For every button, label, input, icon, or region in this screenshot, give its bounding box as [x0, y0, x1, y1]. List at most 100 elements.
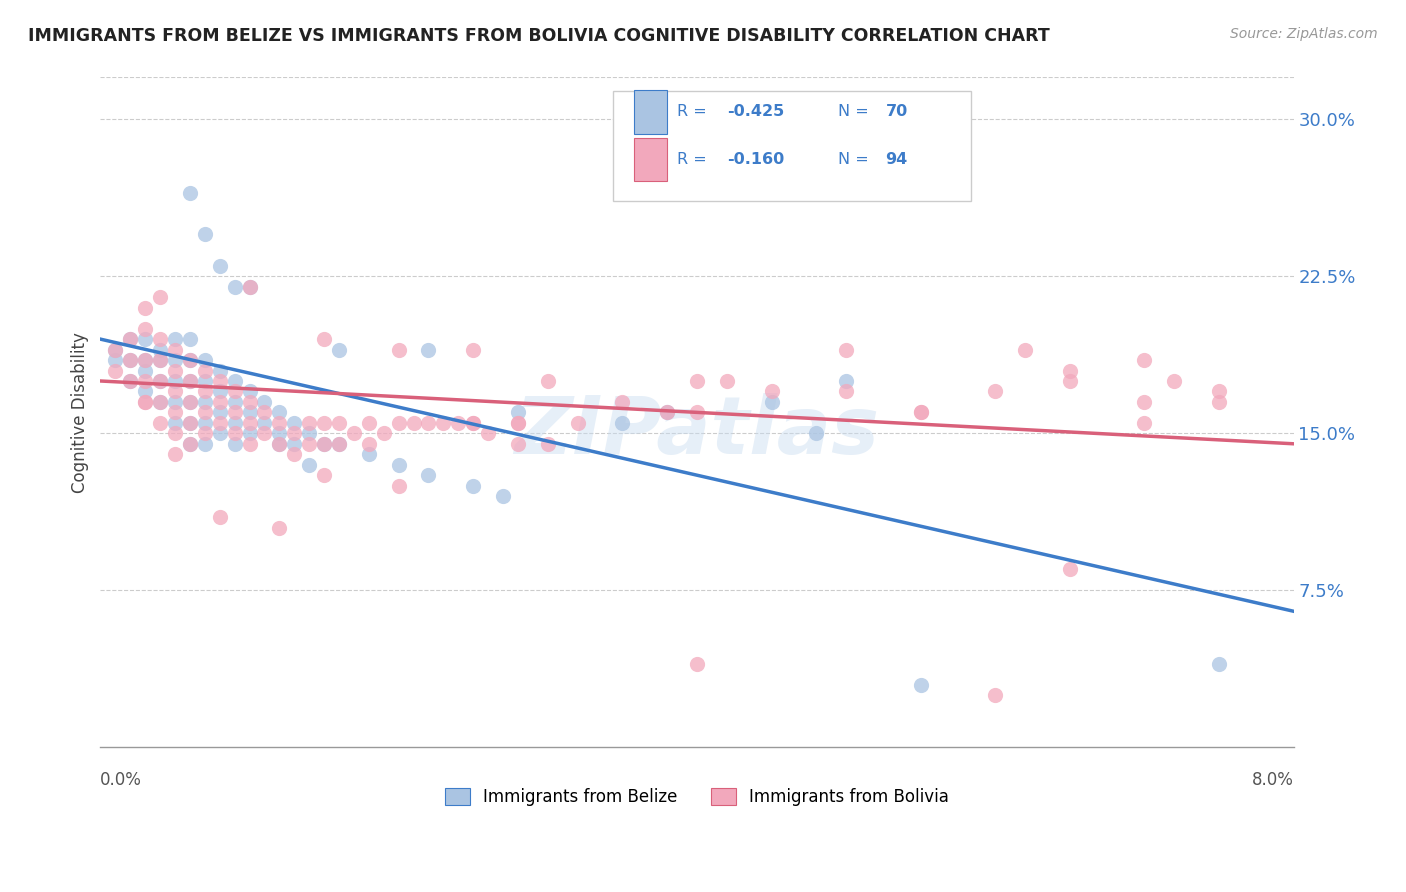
Point	[194, 395, 217, 409]
Point	[314, 468, 336, 483]
Point	[328, 343, 350, 357]
Point	[477, 426, 499, 441]
Point	[120, 332, 142, 346]
Point	[179, 186, 201, 200]
Point	[269, 520, 291, 534]
Point	[357, 416, 380, 430]
Point	[194, 437, 217, 451]
Point	[179, 437, 201, 451]
Point	[224, 426, 246, 441]
Point	[163, 374, 186, 388]
Point	[388, 458, 411, 472]
Point	[194, 363, 217, 377]
Point	[910, 405, 932, 419]
Point	[134, 321, 156, 335]
Point	[373, 426, 395, 441]
Point	[208, 363, 231, 377]
Text: N =: N =	[838, 104, 873, 120]
Point	[149, 353, 172, 368]
Point	[1163, 374, 1185, 388]
Point	[224, 384, 246, 399]
Point	[238, 280, 260, 294]
Point	[163, 426, 186, 441]
Point	[835, 374, 858, 388]
Point	[506, 416, 529, 430]
Point	[328, 416, 350, 430]
Point	[253, 395, 276, 409]
Point	[194, 374, 217, 388]
Point	[506, 416, 529, 430]
Point	[120, 332, 142, 346]
Point	[179, 332, 201, 346]
Point	[686, 657, 709, 671]
Point	[149, 416, 172, 430]
Point	[761, 395, 783, 409]
Point	[506, 437, 529, 451]
Text: IMMIGRANTS FROM BELIZE VS IMMIGRANTS FROM BOLIVIA COGNITIVE DISABILITY CORRELATI: IMMIGRANTS FROM BELIZE VS IMMIGRANTS FRO…	[28, 27, 1050, 45]
Point	[134, 395, 156, 409]
Point	[686, 405, 709, 419]
Text: 94: 94	[886, 153, 908, 167]
Point	[194, 384, 217, 399]
Point	[537, 437, 560, 451]
Point	[149, 353, 172, 368]
Point	[1133, 353, 1156, 368]
Text: 0.0%: 0.0%	[100, 771, 142, 789]
Point	[283, 416, 305, 430]
Point	[388, 416, 411, 430]
Point	[194, 353, 217, 368]
Point	[984, 688, 1007, 702]
Point	[686, 374, 709, 388]
FancyBboxPatch shape	[613, 91, 972, 202]
Text: 70: 70	[886, 104, 908, 120]
Point	[224, 374, 246, 388]
Point	[179, 374, 201, 388]
Point	[163, 353, 186, 368]
Text: ZIPatlas: ZIPatlas	[515, 393, 880, 472]
Point	[163, 332, 186, 346]
Legend: Immigrants from Belize, Immigrants from Bolivia: Immigrants from Belize, Immigrants from …	[439, 781, 956, 813]
Point	[163, 395, 186, 409]
Point	[1014, 343, 1036, 357]
Point	[149, 343, 172, 357]
Point	[179, 416, 201, 430]
Point	[402, 416, 425, 430]
Point	[238, 416, 260, 430]
Point	[208, 259, 231, 273]
Point	[1208, 395, 1230, 409]
Point	[238, 280, 260, 294]
Point	[388, 343, 411, 357]
Point	[657, 405, 679, 419]
Point	[134, 332, 156, 346]
Point	[269, 437, 291, 451]
Point	[194, 426, 217, 441]
Point	[1208, 384, 1230, 399]
Point	[1133, 416, 1156, 430]
Point	[418, 343, 440, 357]
Point	[163, 363, 186, 377]
Text: 8.0%: 8.0%	[1251, 771, 1294, 789]
Point	[984, 384, 1007, 399]
Point	[238, 426, 260, 441]
Point	[463, 416, 485, 430]
Point	[208, 416, 231, 430]
Y-axis label: Cognitive Disability: Cognitive Disability	[72, 332, 89, 492]
Bar	[634, 90, 668, 134]
Point	[269, 405, 291, 419]
Point	[612, 395, 634, 409]
Point	[314, 416, 336, 430]
Point	[238, 384, 260, 399]
Point	[357, 437, 380, 451]
Point	[253, 416, 276, 430]
Point	[1133, 395, 1156, 409]
Point	[283, 426, 305, 441]
Point	[134, 353, 156, 368]
Point	[1059, 363, 1081, 377]
Text: -0.160: -0.160	[727, 153, 785, 167]
Text: Source: ZipAtlas.com: Source: ZipAtlas.com	[1230, 27, 1378, 41]
Point	[134, 353, 156, 368]
Point	[120, 374, 142, 388]
Point	[104, 343, 127, 357]
Point	[163, 405, 186, 419]
Point	[1059, 562, 1081, 576]
